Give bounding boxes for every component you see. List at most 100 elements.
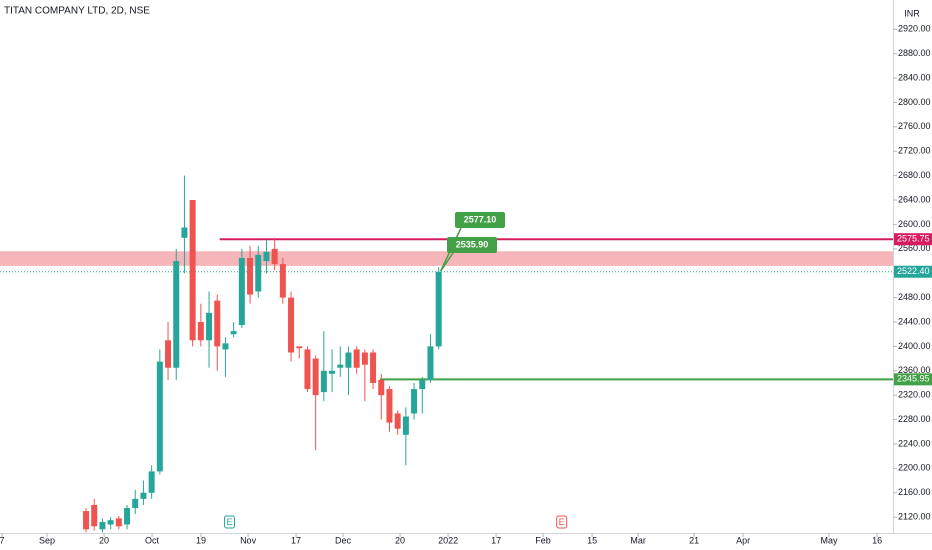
candle-body xyxy=(345,352,352,368)
y-tick-label: 2360.00 xyxy=(898,365,931,375)
callout-box xyxy=(455,212,505,228)
x-tick-label: Feb xyxy=(535,535,551,545)
y-tick-label: 2840.00 xyxy=(898,72,931,82)
candle-body xyxy=(197,321,204,341)
level-label: 2345.95 xyxy=(897,374,930,384)
candle-body xyxy=(173,261,180,368)
candle-body xyxy=(370,352,377,383)
candle-body xyxy=(206,312,213,341)
y-tick-label: 2640.00 xyxy=(898,194,931,204)
y-tick-label: 2160.00 xyxy=(898,487,931,497)
callout-label: 2577.10 xyxy=(464,214,497,224)
candle-body xyxy=(378,379,385,396)
candle-body xyxy=(329,370,336,374)
y-tick-label: 2200.00 xyxy=(898,463,931,473)
y-tick-label: 2600.00 xyxy=(898,219,931,229)
candle-body xyxy=(165,340,172,368)
candle-body xyxy=(83,511,90,530)
candle-body xyxy=(386,389,393,423)
y-tick-label: 2320.00 xyxy=(898,390,931,400)
y-tick-label: 2800.00 xyxy=(898,97,931,107)
y-tick-label: 2440.00 xyxy=(898,316,931,326)
y-tick-label: 2400.00 xyxy=(898,341,931,351)
x-tick-label: May xyxy=(821,535,839,545)
candle-body xyxy=(402,416,409,435)
candle-body xyxy=(435,271,442,347)
candle-body xyxy=(411,389,418,414)
candle-body xyxy=(288,297,295,353)
x-tick-label: Mar xyxy=(630,535,646,545)
x-tick-label: 15 xyxy=(587,535,597,545)
x-tick-label: Nov xyxy=(240,535,257,545)
x-tick-label: 17 xyxy=(291,535,301,545)
earnings-label: E xyxy=(559,517,565,527)
candle-body xyxy=(263,251,270,262)
level-tag xyxy=(894,373,932,386)
x-tick-label: 20 xyxy=(395,535,405,545)
candle-body xyxy=(419,379,426,390)
callout-box xyxy=(447,237,497,253)
level-label: 2575.75 xyxy=(897,234,930,244)
candle-body xyxy=(214,300,221,347)
candle-body xyxy=(140,492,147,499)
earnings-marker xyxy=(224,515,236,529)
x-tick-label: 16 xyxy=(872,535,882,545)
x-tick-label: 2022 xyxy=(438,535,458,545)
candle-body xyxy=(296,346,303,349)
last-price-tag xyxy=(894,265,932,278)
y-tick-label: 2720.00 xyxy=(898,146,931,156)
candle-body xyxy=(132,498,139,508)
y-tick-label: 2120.00 xyxy=(898,512,931,522)
currency-label: INR xyxy=(904,8,920,18)
candle-body xyxy=(91,504,98,527)
x-tick-label: 7 xyxy=(0,535,5,545)
candle-body xyxy=(107,520,114,525)
y-tick-label: 2280.00 xyxy=(898,414,931,424)
candle-body xyxy=(427,346,434,380)
candle-body xyxy=(115,518,122,527)
candle-body xyxy=(156,361,163,472)
x-tick-label: Apr xyxy=(736,535,750,545)
candle-body xyxy=(230,331,237,335)
callout-label: 2535.90 xyxy=(456,239,489,249)
candle-body xyxy=(394,413,401,429)
candle-body xyxy=(255,254,262,292)
y-tick-label: 2480.00 xyxy=(898,292,931,302)
candle-body xyxy=(189,200,196,341)
callout-arrow xyxy=(440,252,454,272)
x-tick-label: 19 xyxy=(196,535,206,545)
candle-body xyxy=(222,343,229,350)
candle-body xyxy=(148,471,155,493)
candle-body xyxy=(353,349,360,368)
y-tick-label: 2680.00 xyxy=(898,170,931,180)
symbol-header: TITAN COMPANY LTD, 2D, NSE xyxy=(4,6,150,17)
y-tick-label: 2240.00 xyxy=(898,438,931,448)
x-tick-label: 21 xyxy=(689,535,699,545)
x-tick-label: Sep xyxy=(39,535,55,545)
candle-body xyxy=(320,370,327,393)
candle-body xyxy=(181,227,188,238)
candle-body xyxy=(124,507,131,525)
last-price-label: 2522.40 xyxy=(897,266,930,276)
candle-body xyxy=(304,349,311,390)
candle-body xyxy=(247,257,254,295)
candle-body xyxy=(99,522,106,530)
candle-body xyxy=(238,257,245,326)
y-tick-label: 2560.00 xyxy=(898,243,931,253)
candle-body xyxy=(312,358,319,396)
y-tick-label: 2880.00 xyxy=(898,48,931,58)
level-tag xyxy=(894,233,932,246)
earnings-marker xyxy=(556,515,568,529)
candle-body xyxy=(337,364,344,368)
x-tick-label: 17 xyxy=(491,535,501,545)
x-tick-label: 20 xyxy=(99,535,109,545)
candle-body xyxy=(279,264,286,298)
x-tick-label: Dec xyxy=(335,535,352,545)
y-tick-label: 2760.00 xyxy=(898,121,931,131)
candle-body xyxy=(271,248,278,265)
x-tick-label: Oct xyxy=(145,535,160,545)
y-tick-label: 2920.00 xyxy=(898,24,931,34)
earnings-label: E xyxy=(227,517,233,527)
